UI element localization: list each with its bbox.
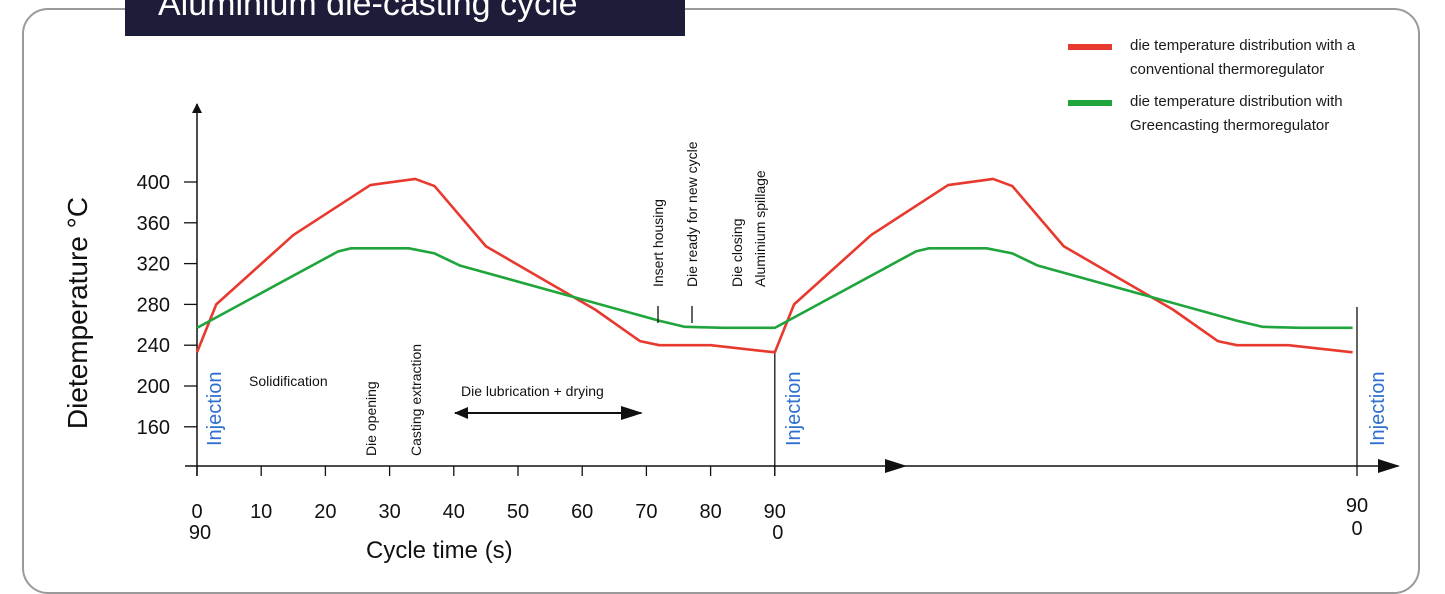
die-opening-label: Die opening: [363, 381, 379, 456]
injection-label: Injection: [783, 372, 805, 447]
y-tick-label: 360: [137, 213, 170, 235]
x-tick-label: 90: [764, 501, 786, 523]
series-conventional-line: [195, 177, 1353, 354]
legend-label: die temperature distribution with Greenc…: [1130, 93, 1343, 134]
aluminium-spillage-label: Aluminium spillage: [752, 170, 768, 287]
solidification-label: Solidification: [249, 373, 328, 389]
y-tick-label: 400: [137, 172, 170, 194]
die-closing-label: Die closing: [729, 219, 745, 287]
x-end-label-bottom: 0: [1351, 518, 1362, 540]
y-tick-label: 200: [137, 376, 170, 398]
x-axis-label: Cycle time (s): [366, 537, 513, 564]
x-tick-label: 30: [378, 501, 400, 523]
legend-item-conventional: die temperature distribution with a conv…: [1068, 34, 1438, 90]
x-tick-label-second-row: 90: [189, 522, 211, 544]
chart-frame: [22, 8, 1420, 594]
x-tick-label: 10: [250, 501, 272, 523]
y-tick-label: 320: [137, 254, 170, 276]
x-tick-label: 70: [635, 501, 657, 523]
x-end-label-top: 90: [1346, 495, 1368, 517]
casting-extraction-label: Casting extraction: [408, 344, 424, 456]
legend: die temperature distribution with a conv…: [1068, 34, 1438, 146]
x-tick-label-second-row: 0: [772, 522, 783, 544]
injection-label: Injection: [1367, 372, 1389, 447]
legend-swatch-green: [1068, 100, 1112, 106]
chart-title: Aluminium die-casting cycle: [158, 0, 578, 23]
legend-label: die temperature distribution with a conv…: [1130, 37, 1356, 78]
x-tick-label: 50: [507, 501, 529, 523]
insert-housing-label: Insert housing: [650, 199, 666, 287]
x-tick-label: 20: [314, 501, 336, 523]
y-tick-label: 280: [137, 294, 170, 316]
chart-title-banner: Aluminium die-casting cycle: [125, 0, 685, 36]
injection-label: Injection: [204, 372, 226, 447]
x-tick-label: 40: [443, 501, 465, 523]
x-tick-label: 80: [699, 501, 721, 523]
legend-item-greencasting: die temperature distribution with Greenc…: [1068, 90, 1438, 146]
y-tick-label: 160: [137, 417, 170, 439]
legend-swatch-red: [1068, 44, 1112, 50]
die-ready-label: Die ready for new cycle: [684, 141, 700, 287]
y-tick-label: 240: [137, 335, 170, 357]
series-greencasting-line: [196, 247, 1353, 330]
x-tick-label: 60: [571, 501, 593, 523]
x-tick-label: 0: [191, 501, 202, 523]
die-lubrication-label: Die lubrication + drying: [461, 383, 604, 399]
